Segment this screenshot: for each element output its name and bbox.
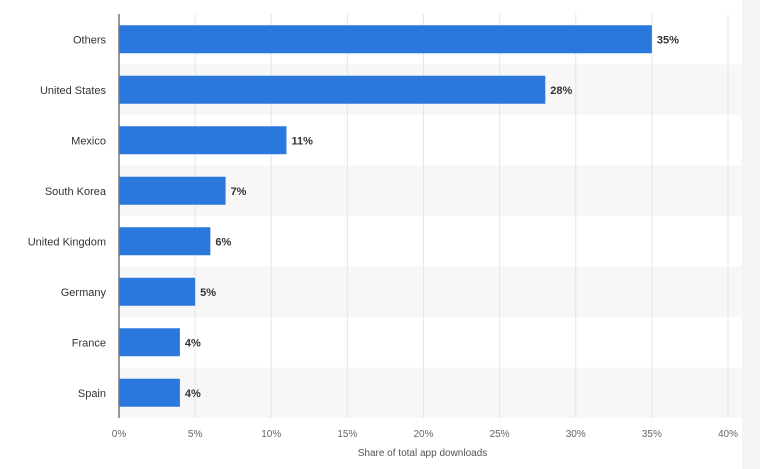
bar [119,126,287,155]
category-label: Spain [78,388,106,400]
bars [119,25,652,407]
x-tick-label: 35% [642,429,662,440]
row-bands [119,64,742,418]
bar [119,75,546,104]
value-label: 4% [185,388,201,400]
bar [119,227,211,256]
x-tick-label: 25% [490,429,510,440]
category-label: France [72,337,106,349]
value-label: 6% [215,236,231,248]
row-band [119,266,742,317]
row-band [119,367,742,418]
x-tick-label: 5% [188,429,203,440]
chart-svg: Others United States Mexico South Korea Unit… [27,14,742,459]
value-label: 35% [657,34,679,46]
category-label: Germany [61,287,107,299]
value-label: 4% [185,337,201,349]
category-label: United States [40,85,107,97]
x-tick-label: 15% [337,429,357,440]
value-label: 28% [550,85,572,97]
x-tick-label: 30% [566,429,586,440]
x-tick-label: 0% [112,429,127,440]
bar [119,277,196,306]
value-label: 5% [200,287,216,299]
bar [119,176,226,205]
category-label: Mexico [71,135,106,147]
x-tick-label: 40% [718,429,738,440]
x-axis-title: Share of total app downloads [358,448,488,459]
bar [119,328,180,357]
value-label: 11% [291,135,313,147]
category-labels: Others United States Mexico South Korea Unit… [28,34,107,400]
x-tick-labels: 0% 5% 10% 15% 20% 25% 30% 35% 40% [112,429,738,440]
category-label: United Kingdom [28,236,106,248]
x-tick-label: 20% [413,429,433,440]
value-label: 7% [231,186,247,198]
category-label: Others [73,34,107,46]
category-label: South Korea [45,186,107,198]
bar [119,378,180,407]
value-labels: 35% 28% 11% 7% 6% 5% 4% 4% [185,34,679,400]
bar [119,25,652,54]
x-tick-label: 10% [261,429,281,440]
page-edge [742,0,760,469]
